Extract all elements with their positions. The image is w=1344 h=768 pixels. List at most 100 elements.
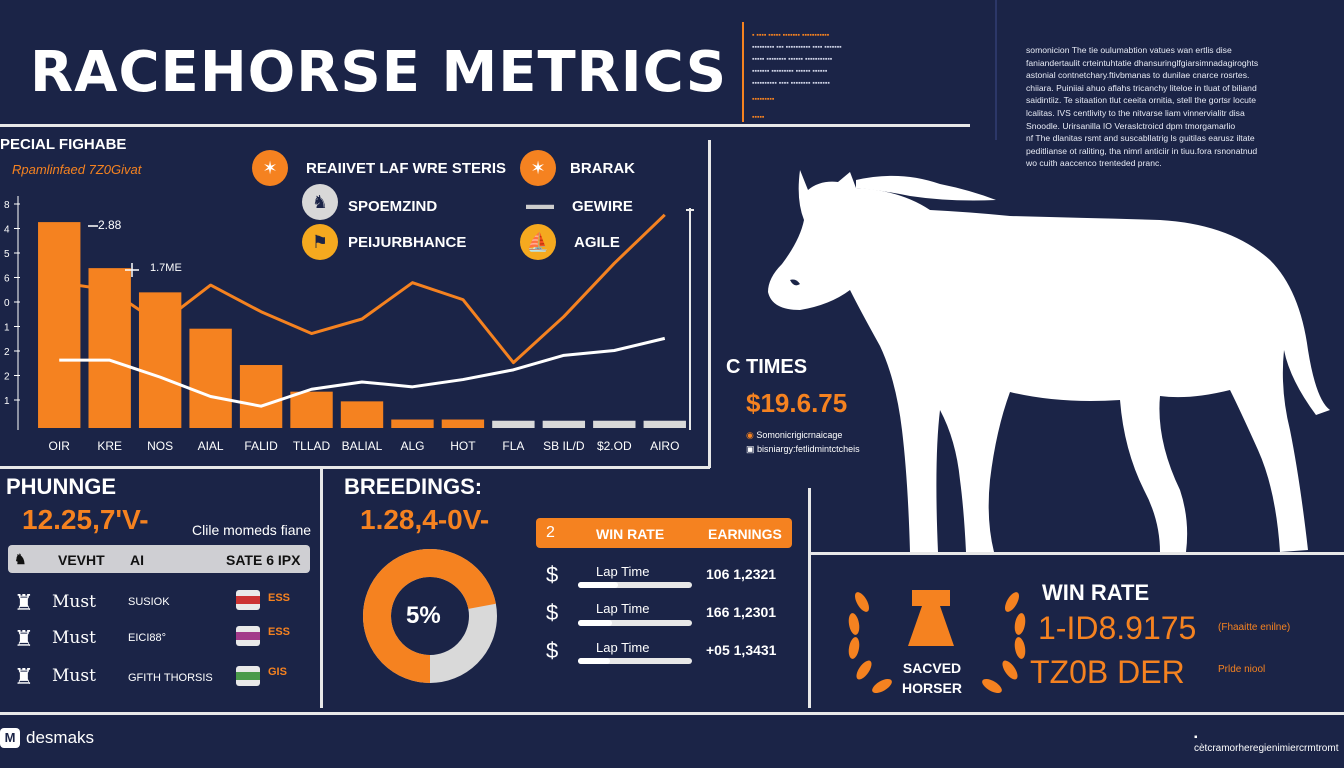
award-text: SACVED HORSER <box>898 658 966 698</box>
x-tick-label: BALIAL <box>342 439 383 453</box>
x-tick-label: AIRO <box>650 439 679 453</box>
x-tick-label: KRE <box>97 439 122 453</box>
bar <box>88 268 131 428</box>
flag-badge-icon <box>236 666 260 686</box>
currency-icon: $ <box>546 638 559 663</box>
bar <box>441 419 485 428</box>
brand-logo-icon: M <box>0 728 20 748</box>
y-tick-label: 2 <box>4 372 10 383</box>
x-tick-label: FLA <box>502 439 524 453</box>
bar <box>643 420 686 428</box>
y-tick-label: 2 <box>4 347 10 358</box>
horse-icon: ♞ <box>14 551 27 567</box>
x-tick-label: NOS <box>147 439 173 453</box>
y-tick-label: 8 <box>4 200 10 211</box>
win-table-head: 2 WIN RATE EARNINGS <box>536 518 792 548</box>
head-col: EARNINGS <box>708 526 782 542</box>
legend-label: AGILE <box>574 234 620 251</box>
footer-link[interactable]: ▪ cètcramorheregienimiercrmtromt <box>1194 732 1344 754</box>
times-title: C TIMES <box>726 356 808 378</box>
donut-label: 5% <box>406 602 441 629</box>
win-rate-note: (Fhaaitte enilne) <box>1218 622 1291 633</box>
footer-divider <box>0 712 1344 715</box>
y-tick-label: 1 <box>4 323 10 334</box>
star-badge-icon: ✶ <box>252 150 288 186</box>
row-badge: ESS <box>268 592 291 604</box>
footer-brand[interactable]: desmaks <box>26 728 95 747</box>
row-badge: GIS <box>268 666 287 678</box>
phunnge-caption: Clile momeds fiane <box>192 522 312 538</box>
page-title: RACEHORSE METRICS <box>30 40 728 105</box>
win-rate-value-2: TZ0B DER <box>1030 654 1185 690</box>
bar-line-chart: 8 4 5 6 0 1 2 2 1 OIR KRE NOS AIAL FALID TLLAD BALIAL A… <box>4 196 694 453</box>
footer-link-text: cètcramorheregienimiercrmtromt <box>1194 743 1339 754</box>
notes-paragraph: somonicion The tie oulumabtion vatues wa… <box>1026 45 1259 169</box>
progress-fill <box>578 582 618 588</box>
notes-divider <box>742 22 744 122</box>
x-tick-label: HOT <box>450 439 476 453</box>
laurel-award-icon <box>848 590 1026 693</box>
star-badge-icon: ✶ <box>520 150 556 186</box>
row-detail: SUSIOK <box>128 596 170 608</box>
phunnge-title: PHUNNGE <box>6 474 117 499</box>
chart-bottom-divider <box>0 466 710 469</box>
breedings-title: BREEDINGS: <box>344 474 483 499</box>
legend-label: PEIJURBHANCE <box>348 234 467 251</box>
y-tick-label: 1 <box>4 396 10 407</box>
bottom-left-divider <box>320 468 323 708</box>
flag-badge-icon <box>236 626 260 646</box>
legend-label: BRARAK <box>570 160 635 177</box>
medal-icon: ◉ <box>746 430 754 440</box>
head-num: 2 <box>546 524 555 541</box>
row-value: 166 1,2301 <box>706 604 777 620</box>
col-head: VEVHT <box>58 552 105 568</box>
bar <box>239 365 283 428</box>
row-name: Must <box>52 628 96 648</box>
head-col: WIN RATE <box>596 526 665 542</box>
win-rate-value: 1-ID8.9175 <box>1038 610 1197 646</box>
notes-divider-right <box>995 0 997 140</box>
lock-icon: ▣ <box>746 444 755 454</box>
progress-fill <box>578 658 610 664</box>
win-rate-title: WIN RATE <box>1042 580 1150 605</box>
series-line-white <box>59 336 666 408</box>
breedings-donut <box>363 549 497 683</box>
progress-track <box>578 582 692 588</box>
x-tick-label: FALID <box>244 439 278 453</box>
title-divider <box>0 124 970 127</box>
x-tick-label: TLLAD <box>293 439 331 453</box>
trophy-icon: ♜ <box>14 590 34 615</box>
row-label: Lap Time <box>596 564 650 579</box>
phunnge-table-head: ♞ VEVHT AI SATE 6 IPX <box>8 545 310 573</box>
row-badge: ESS <box>268 626 291 638</box>
x-tick-label: ALG <box>400 439 424 453</box>
award-line: HORSER <box>902 680 962 696</box>
bar <box>340 401 384 428</box>
currency-icon: $ <box>546 600 559 625</box>
progress-track <box>578 620 692 626</box>
chart-legend: ✶ REAIIVET LAF WRE STERIS ✶ BRARAK ♞ SPO… <box>252 150 682 270</box>
series-line-orange <box>59 213 666 365</box>
donut-fill <box>363 549 497 683</box>
chart-sublabel: Rpamlinfaed 7Z0Givat <box>12 162 142 177</box>
trophy-icon: ♜ <box>14 664 34 689</box>
trophy-icon: ♜ <box>14 626 34 651</box>
bar <box>391 419 434 428</box>
bar <box>38 222 81 428</box>
x-tick-label: SB IL/D <box>543 439 585 453</box>
bar <box>290 391 333 428</box>
bottom-right-divider <box>808 488 811 708</box>
y-tick-label: 6 <box>4 274 10 285</box>
horse-silhouette <box>768 170 1330 552</box>
times-note: bisniargy:fetlidmintctcheis <box>757 444 860 454</box>
chart-right-divider <box>708 140 711 468</box>
y-tick-label: 0 <box>4 298 10 309</box>
col-head: AI <box>130 552 144 568</box>
horse-badge-icon: ♞ <box>302 184 338 220</box>
win-table-rows: $ Lap Time 106 1,2321 $ Lap Time 166 1,2… <box>540 560 800 680</box>
progress-fill <box>578 620 613 626</box>
row-name: Must <box>52 666 96 686</box>
row-name: Must <box>52 592 96 612</box>
row-detail: EICI88° <box>128 632 167 644</box>
legend-label: SPOEMZIND <box>348 198 438 215</box>
